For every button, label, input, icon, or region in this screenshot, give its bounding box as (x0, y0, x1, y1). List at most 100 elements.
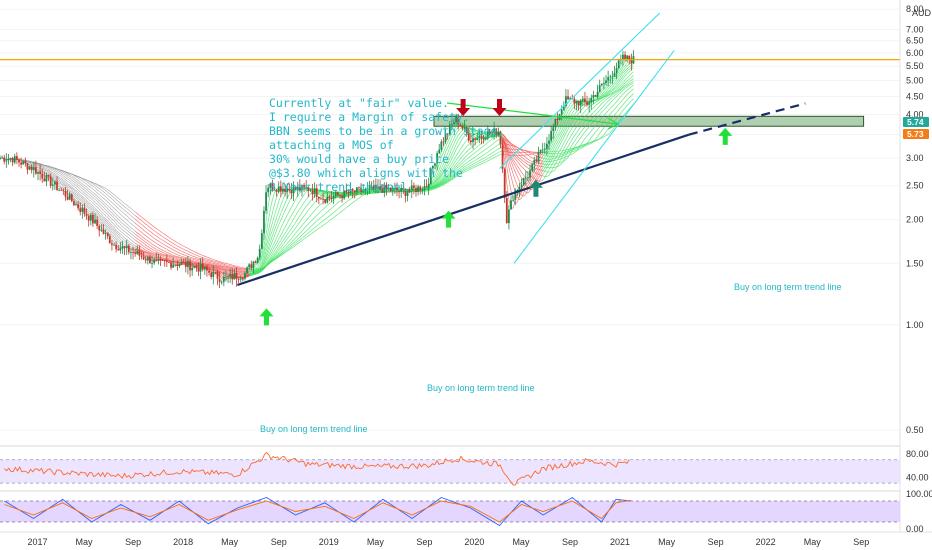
ma-ribbon-line (115, 216, 119, 220)
ma-ribbon-line (460, 168, 463, 171)
ma-ribbon-line (605, 94, 609, 97)
ma-ribbon-line (166, 235, 170, 238)
ma-ribbon-line (168, 250, 172, 253)
ma-ribbon-line (238, 273, 241, 275)
ma-ribbon-line (284, 250, 288, 253)
ma-ribbon-line (234, 266, 237, 268)
ma-ribbon-line (54, 168, 58, 171)
ma-ribbon-line (574, 146, 577, 149)
ma-ribbon-line (453, 160, 457, 164)
ma-ribbon-line (274, 254, 277, 258)
ma-ribbon-line (563, 125, 567, 131)
ma-ribbon-line (519, 160, 522, 163)
ma-ribbon-line (259, 257, 263, 264)
ma-ribbon-line (46, 165, 49, 168)
ma-ribbon-line (113, 233, 117, 238)
ma-ribbon-line (219, 264, 222, 267)
ma-ribbon-line (77, 194, 81, 197)
ma-ribbon-line (451, 129, 455, 134)
ma-ribbon-line (269, 250, 273, 256)
ma-ribbon-line (451, 154, 455, 159)
ma-ribbon-line (139, 222, 142, 225)
ma-ribbon-line (527, 154, 531, 157)
ma-ribbon-line (449, 171, 453, 175)
ma-ribbon-line (204, 261, 208, 264)
ma-ribbon-line (504, 147, 507, 149)
ma-ribbon-line (128, 209, 132, 213)
ma-ribbon-line (443, 172, 446, 177)
ma-ribbon-line (73, 192, 77, 195)
ma-ribbon-line (263, 234, 267, 246)
ma-ribbon-line (236, 267, 239, 269)
ma-ribbon-line (151, 243, 155, 246)
ma-ribbon-line (48, 169, 51, 172)
ma-ribbon-line (470, 163, 474, 166)
ma-ribbon-line (86, 203, 89, 207)
ma-ribbon-line (58, 178, 62, 181)
ma-ribbon-line (318, 203, 322, 207)
ma-ribbon-line (73, 195, 77, 199)
ma-ribbon-line (314, 207, 318, 211)
ma-ribbon-line (449, 163, 453, 167)
ma-ribbon-line (542, 154, 545, 156)
ma-ribbon-line (211, 258, 214, 260)
ma-ribbon-line (599, 97, 602, 100)
ma-ribbon-line (170, 238, 174, 241)
ma-ribbon-line (597, 138, 600, 140)
ma-ribbon-line (546, 153, 550, 158)
ma-ribbon-line (134, 215, 138, 218)
ma-ribbon-line (71, 188, 75, 191)
ma-ribbon-line (272, 204, 275, 214)
ma-ribbon-line (443, 158, 446, 165)
ma-ribbon-line (73, 188, 77, 191)
ma-ribbon-line (99, 185, 102, 188)
ma-ribbon-line (278, 253, 282, 256)
ma-ribbon-line (544, 155, 548, 157)
ma-ribbon-line (86, 179, 89, 182)
ma-ribbon-line (439, 183, 442, 186)
ma-ribbon-line (80, 198, 83, 201)
ma-ribbon-line (107, 201, 111, 205)
ma-ribbon-line (434, 186, 438, 188)
ma-ribbon-line (215, 264, 218, 266)
ma-ribbon-line (67, 176, 70, 179)
ma-ribbon-line (597, 99, 600, 102)
ma-ribbon-line (75, 180, 79, 183)
ma-ribbon-line (517, 147, 520, 149)
ma-ribbon-line (56, 175, 60, 178)
ma-ribbon-line (111, 236, 115, 240)
ma-ribbon-line (559, 137, 563, 142)
ma-ribbon-line (485, 158, 488, 161)
ma-ribbon-line (491, 154, 495, 157)
ma-ribbon-line (122, 215, 125, 219)
ma-ribbon-line (493, 153, 497, 156)
ma-ribbon-line (284, 248, 288, 251)
ma-ribbon-line (122, 229, 125, 232)
ma-ribbon-line (460, 162, 463, 166)
ma-ribbon-line (578, 148, 581, 150)
ma-ribbon-line (614, 79, 617, 83)
ma-ribbon-line (109, 231, 113, 235)
ma-ribbon-line (462, 153, 465, 157)
ma-ribbon-line (147, 233, 151, 236)
ma-ribbon-line (137, 232, 140, 235)
ma-ribbon-line (595, 139, 598, 142)
ma-ribbon-line (153, 234, 157, 237)
ma-ribbon-line (185, 250, 189, 252)
ma-ribbon-line (160, 238, 163, 241)
ma-ribbon-line (92, 189, 96, 192)
ma-ribbon-line (472, 162, 476, 165)
ma-ribbon-line (137, 235, 140, 238)
ma-ribbon-line (215, 259, 218, 262)
ma-ribbon-line (77, 176, 81, 178)
ma-ribbon-line (215, 261, 218, 263)
ma-ribbon-line (259, 264, 263, 269)
ma-ribbon-line (111, 209, 115, 213)
ma-ribbon-line (269, 235, 273, 243)
ma-ribbon-line (194, 261, 197, 263)
ma-ribbon-line (170, 256, 174, 258)
ma-ribbon-line (71, 189, 75, 193)
ma-ribbon-line (603, 94, 607, 97)
ma-ribbon-line (219, 266, 222, 268)
ma-ribbon-line (101, 199, 104, 203)
